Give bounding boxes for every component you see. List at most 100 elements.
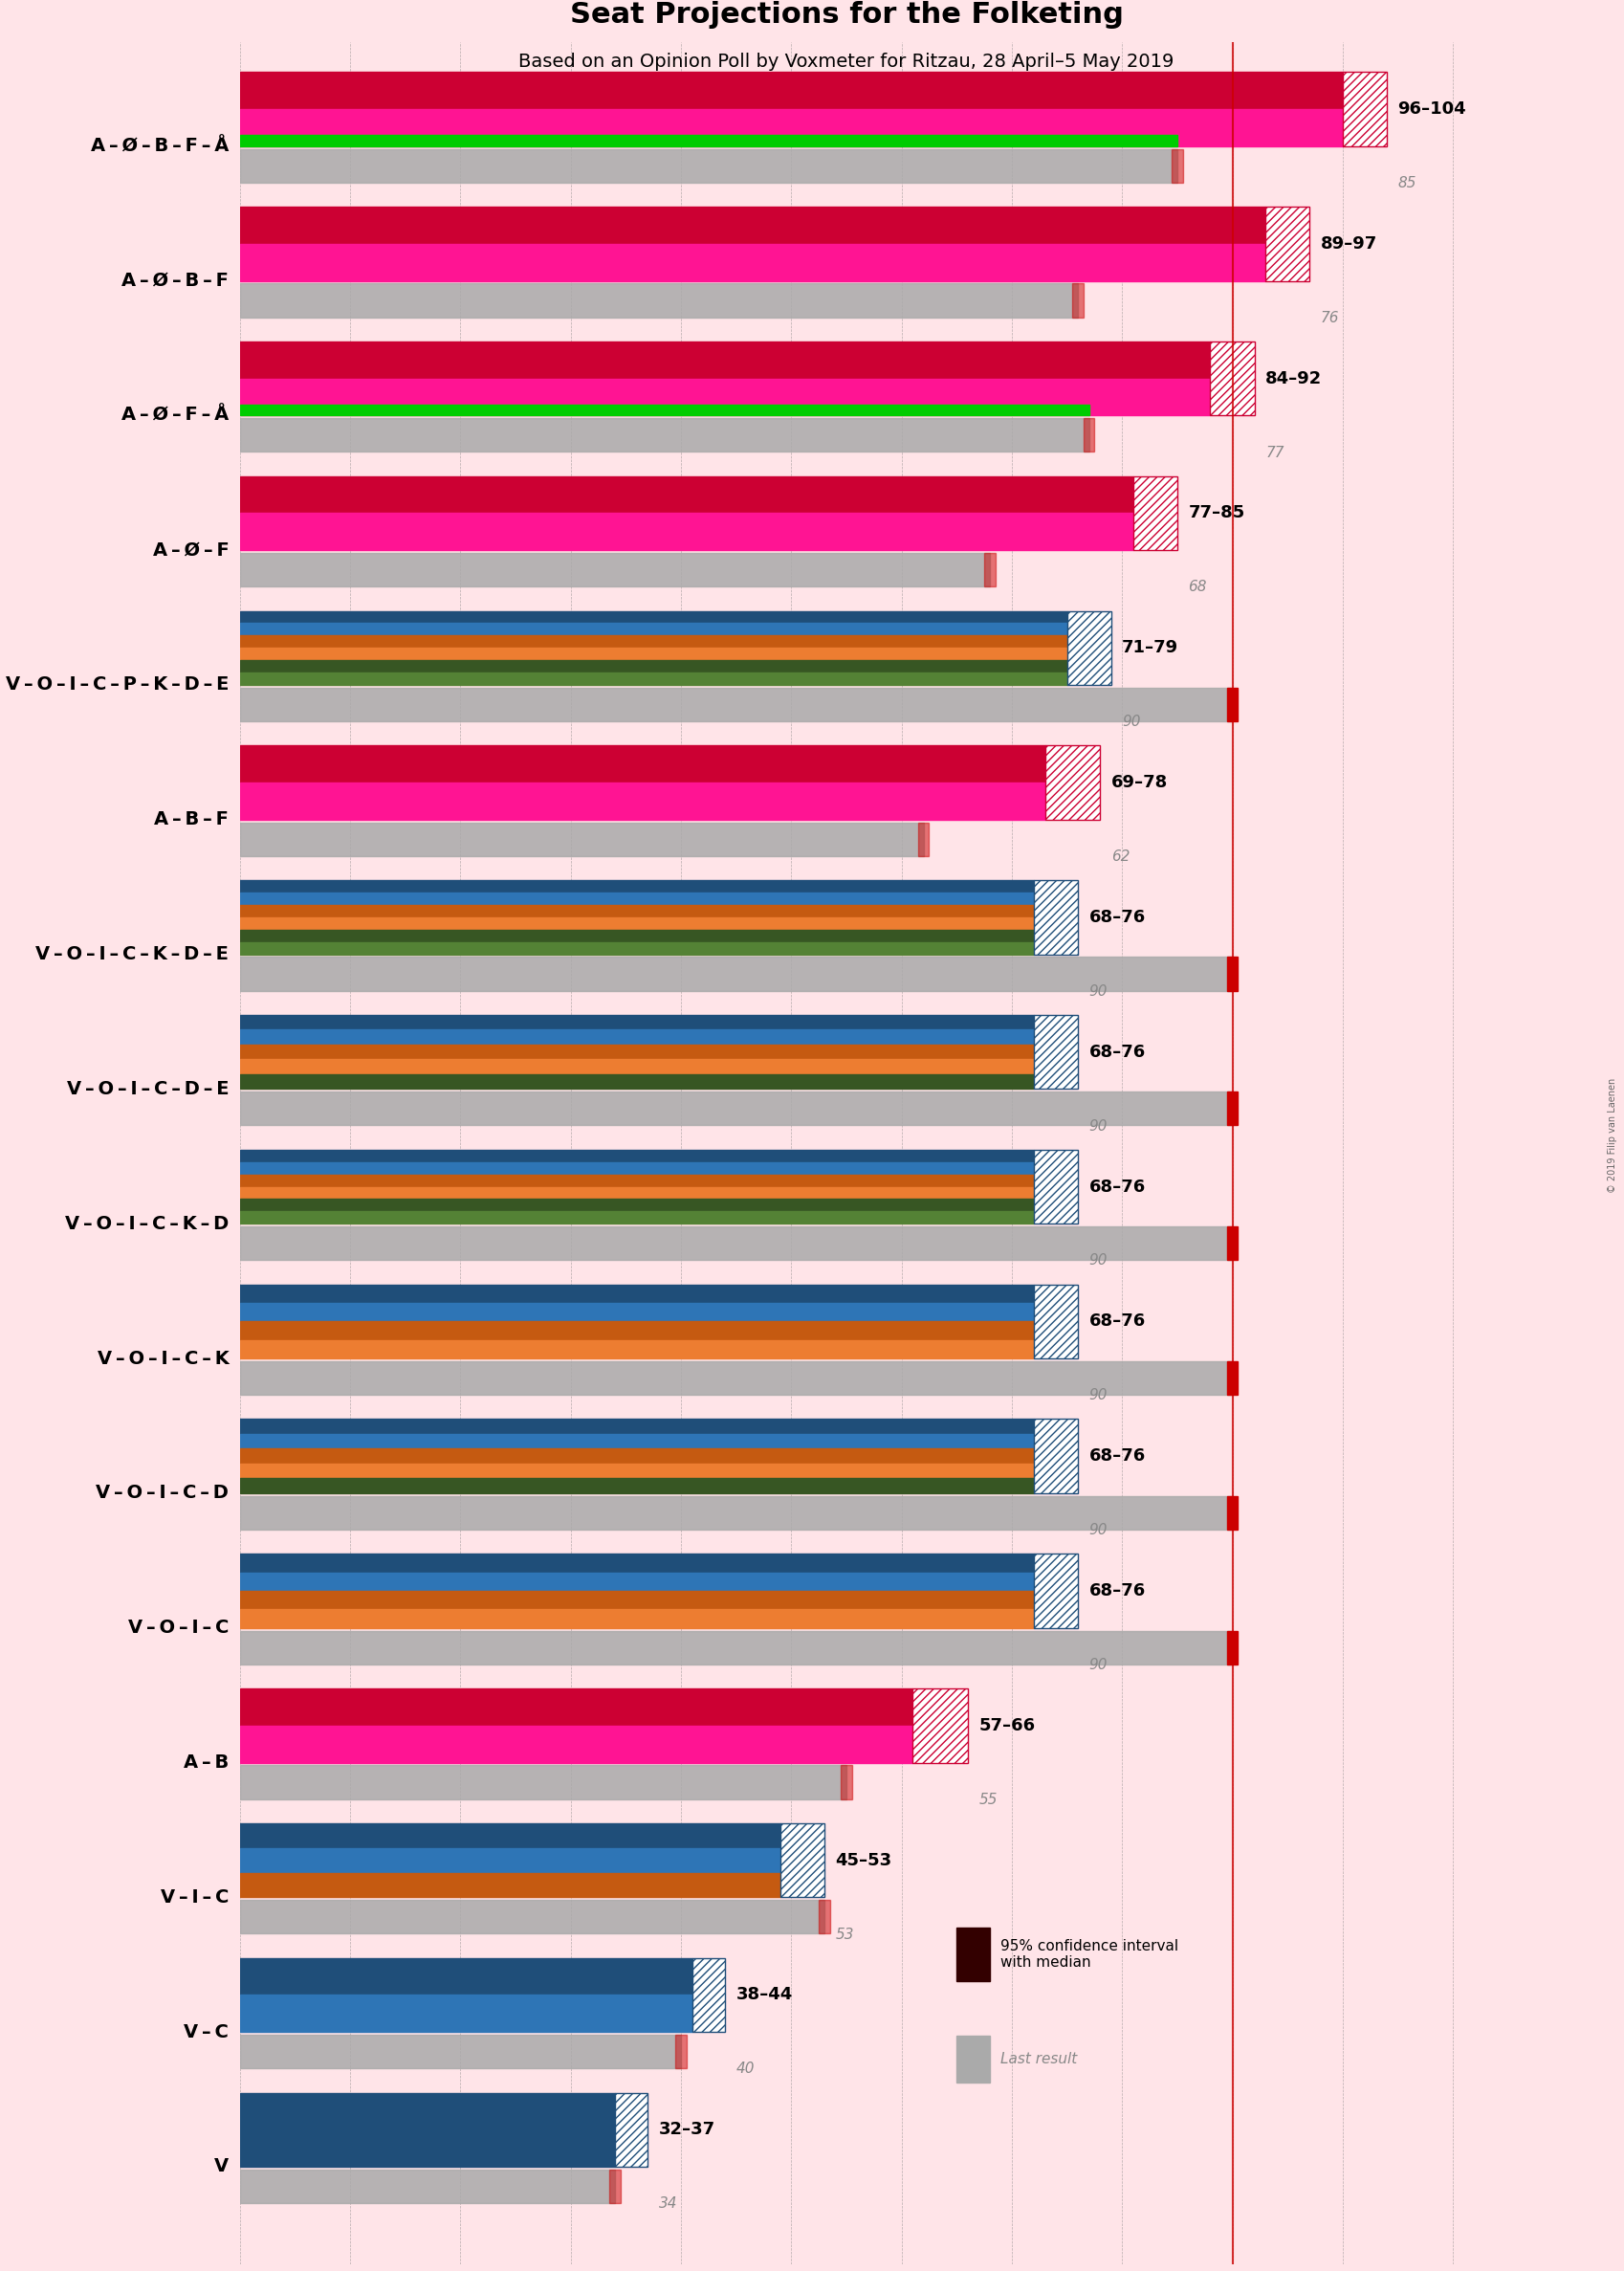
Bar (240, 1590, 1033, 1610)
Bar (984, 552, 994, 586)
Bar (240, 477, 1132, 513)
Text: 96–104: 96–104 (1397, 100, 1465, 118)
Bar (240, 1874, 780, 1896)
Bar (240, 1163, 1033, 1174)
Bar (240, 1765, 846, 1799)
Text: 90: 90 (1122, 715, 1140, 729)
Text: V – O – I – C – K – D – E: V – O – I – C – K – D – E (36, 945, 229, 963)
Bar (1226, 1631, 1237, 1665)
Bar (240, 822, 922, 856)
Bar (240, 745, 1044, 783)
Text: Seat Projections for the Folketing: Seat Projections for the Folketing (570, 0, 1122, 30)
Bar (240, 1726, 913, 1762)
Bar (240, 552, 989, 586)
Bar (240, 1340, 1033, 1358)
Text: 55: 55 (978, 1792, 997, 1808)
Bar (240, 150, 1176, 182)
Bar (240, 379, 1210, 416)
Bar (1033, 1285, 1077, 1358)
Text: V – O – I – C – P – K – D – E: V – O – I – C – P – K – D – E (6, 677, 229, 695)
Bar (240, 1449, 1033, 1463)
Text: 53: 53 (835, 1928, 854, 1942)
Bar (240, 783, 1044, 820)
Bar (1226, 1226, 1237, 1260)
Bar (240, 109, 1341, 145)
Bar (240, 904, 1033, 917)
Bar (1072, 284, 1083, 318)
Text: V – I – C: V – I – C (161, 1887, 229, 1905)
Bar (1210, 341, 1254, 416)
Bar (240, 2092, 614, 2167)
Text: A – Ø – F: A – Ø – F (153, 540, 229, 559)
Text: 68–76: 68–76 (1088, 1583, 1145, 1599)
Bar (240, 1322, 1033, 1340)
Text: 77–85: 77–85 (1187, 504, 1244, 522)
Text: 90: 90 (1088, 1524, 1108, 1537)
Bar (1171, 150, 1182, 182)
Text: A – B – F: A – B – F (154, 811, 229, 829)
Bar (1083, 418, 1095, 452)
Bar (240, 1149, 1033, 1163)
Bar (240, 1824, 780, 1849)
Text: 90: 90 (1088, 1120, 1108, 1133)
Bar (240, 942, 1033, 954)
Bar (240, 207, 1265, 243)
Bar (818, 1901, 830, 1933)
Bar (240, 1360, 1231, 1394)
Bar (240, 1419, 1033, 1433)
Text: 76: 76 (1320, 311, 1338, 325)
Text: A – Ø – B – F – Å: A – Ø – B – F – Å (91, 136, 229, 154)
Bar (676, 2035, 685, 2069)
Bar (240, 1901, 823, 1933)
Text: 68–76: 68–76 (1088, 908, 1145, 927)
Bar (1132, 477, 1176, 550)
Bar (240, 1463, 1033, 1478)
Text: 90: 90 (1088, 1254, 1108, 1267)
Text: © 2019 Filip van Laenen: © 2019 Filip van Laenen (1606, 1079, 1616, 1192)
Bar (240, 636, 1067, 647)
Bar (1033, 1015, 1077, 1090)
Bar (1265, 207, 1309, 282)
Bar (240, 1074, 1033, 1090)
Text: 68–76: 68–76 (1088, 1042, 1145, 1061)
Bar (240, 341, 1210, 379)
Text: V: V (214, 2157, 229, 2176)
Text: 68–76: 68–76 (1088, 1447, 1145, 1465)
Text: 34: 34 (659, 2196, 677, 2212)
Bar (240, 1849, 780, 1874)
Bar (240, 622, 1067, 636)
Bar (240, 404, 1088, 416)
Text: V – O – I – C – K: V – O – I – C – K (97, 1349, 229, 1367)
Bar (240, 672, 1067, 686)
Text: V – O – I – C – D – E: V – O – I – C – D – E (67, 1081, 229, 1099)
Text: 68: 68 (1187, 579, 1207, 595)
Bar (918, 822, 929, 856)
Text: 90: 90 (1088, 1388, 1108, 1403)
Bar (240, 1478, 1033, 1492)
Bar (1067, 611, 1111, 686)
Text: 45–53: 45–53 (835, 1851, 892, 1869)
Bar (1226, 688, 1237, 722)
Bar (240, 1174, 1033, 1188)
Bar (240, 2035, 680, 2069)
Bar (240, 1610, 1033, 1628)
Bar (240, 418, 1088, 452)
Bar (240, 2169, 614, 2203)
Bar (1226, 1092, 1237, 1126)
Bar (240, 929, 1033, 942)
Bar (240, 1958, 692, 1994)
Bar (1044, 745, 1099, 820)
Text: 90: 90 (1088, 1658, 1108, 1671)
Text: Based on an Opinion Poll by Voxmeter for Ritzau, 28 April–5 May 2019: Based on an Opinion Poll by Voxmeter for… (518, 52, 1174, 70)
Bar (240, 1572, 1033, 1590)
Text: V – O – I – C: V – O – I – C (128, 1619, 229, 1637)
Bar (240, 1226, 1231, 1260)
Text: 40: 40 (736, 2062, 755, 2076)
Bar (692, 1958, 724, 2033)
Text: A – B: A – B (184, 1753, 229, 1771)
Text: V – C: V – C (184, 2023, 229, 2042)
Text: V – O – I – C – K – D: V – O – I – C – K – D (65, 1215, 229, 1233)
Text: A – Ø – F – Å: A – Ø – F – Å (122, 407, 229, 425)
Bar (240, 243, 1265, 282)
Bar (240, 1433, 1033, 1449)
